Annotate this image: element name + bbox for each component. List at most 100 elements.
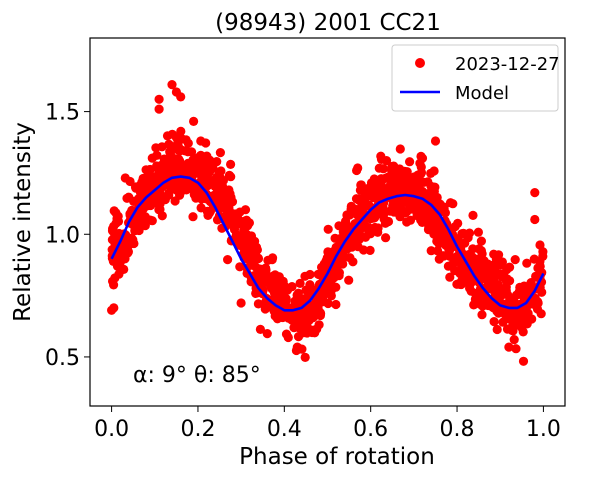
scatter-point bbox=[430, 136, 441, 146]
scatter-point bbox=[489, 317, 499, 327]
scatter-point bbox=[497, 290, 507, 300]
scatter-point bbox=[177, 162, 187, 172]
scatter-point bbox=[187, 147, 197, 157]
scatter-point bbox=[189, 116, 199, 126]
scatter-point bbox=[376, 151, 386, 161]
x-axis-label: Phase of rotation bbox=[239, 444, 435, 470]
scatter-point bbox=[117, 252, 127, 262]
scatter-point bbox=[308, 325, 318, 335]
scatter-point bbox=[374, 163, 384, 173]
scatter-point bbox=[202, 151, 212, 161]
scatter-point bbox=[108, 224, 118, 234]
scatter-point bbox=[190, 154, 200, 164]
scatter-point bbox=[405, 157, 415, 167]
scatter-point bbox=[305, 269, 315, 280]
scatter-point bbox=[432, 192, 442, 203]
scatter-point bbox=[504, 342, 514, 352]
x-tick-label: 0.2 bbox=[180, 417, 215, 442]
scatter-point bbox=[364, 183, 374, 193]
scatter-point bbox=[160, 164, 170, 174]
scatter-point bbox=[530, 188, 540, 198]
scatter-point bbox=[477, 310, 487, 320]
scatter-point bbox=[188, 163, 198, 173]
scatter-point bbox=[275, 284, 285, 294]
scatter-point bbox=[429, 182, 439, 192]
scatter-point bbox=[176, 126, 186, 136]
scatter-point bbox=[136, 180, 146, 190]
scatter-point bbox=[529, 254, 539, 264]
scatter-point bbox=[369, 174, 379, 184]
scatter-point bbox=[338, 259, 348, 269]
scatter-point bbox=[505, 262, 515, 272]
scatter-point bbox=[223, 255, 233, 265]
scatter-point bbox=[175, 146, 185, 156]
scatter-point bbox=[253, 299, 263, 309]
model-series bbox=[110, 175, 545, 312]
scatter-point bbox=[281, 329, 292, 339]
scatter-point bbox=[468, 210, 478, 220]
scatter-point bbox=[530, 214, 540, 225]
scatter-point bbox=[476, 236, 486, 246]
scatter-point bbox=[144, 174, 154, 184]
x-axis: 0.0 0.2 0.4 0.6 0.8 1.0 bbox=[94, 406, 561, 442]
scatter-point bbox=[392, 172, 402, 182]
y-tick-label: 1.5 bbox=[45, 101, 80, 126]
scatter-point bbox=[208, 163, 218, 173]
scatter-point bbox=[328, 247, 338, 257]
scatter-point bbox=[178, 177, 188, 187]
chart-title: (98943) 2001 CC21 bbox=[215, 10, 441, 36]
scatter-point bbox=[412, 211, 422, 221]
scatter-series bbox=[107, 80, 548, 366]
scatter-point bbox=[492, 324, 502, 335]
scatter-point bbox=[434, 239, 444, 249]
scatter-point bbox=[433, 246, 443, 256]
scatter-point bbox=[323, 298, 333, 309]
legend-label-model: Model bbox=[455, 83, 509, 104]
scatter-point bbox=[292, 290, 302, 300]
scatter-point bbox=[505, 276, 515, 286]
model-line bbox=[110, 175, 545, 312]
scatter-point bbox=[230, 216, 240, 226]
scatter-point bbox=[300, 352, 310, 362]
scatter-point bbox=[346, 204, 356, 214]
scatter-point bbox=[258, 277, 268, 287]
x-tick-label: 0.6 bbox=[353, 417, 388, 442]
scatter-point bbox=[201, 138, 211, 148]
scatter-point bbox=[465, 283, 475, 293]
scatter-point bbox=[199, 174, 209, 184]
scatter-point bbox=[356, 180, 366, 190]
scatter-point bbox=[478, 266, 488, 276]
scatter-point bbox=[268, 253, 278, 263]
scatter-point bbox=[146, 200, 156, 211]
scatter-point bbox=[345, 253, 355, 263]
scatter-point bbox=[533, 263, 543, 273]
scatter-point bbox=[379, 206, 389, 217]
scatter-point bbox=[400, 166, 410, 176]
scatter-point bbox=[402, 217, 412, 227]
scatter-point bbox=[157, 142, 167, 152]
legend-box bbox=[391, 44, 559, 112]
scatter-point bbox=[292, 314, 302, 324]
scatter-point bbox=[510, 255, 520, 265]
legend-label-scatter: 2023-12-27 bbox=[455, 54, 560, 75]
scatter-point bbox=[409, 172, 419, 182]
scatter-point bbox=[222, 208, 232, 218]
scatter-point bbox=[353, 163, 363, 173]
scatter-point bbox=[122, 245, 132, 255]
scatter-point bbox=[344, 222, 354, 232]
scatter-point bbox=[488, 302, 498, 313]
scatter-point bbox=[353, 194, 364, 204]
scatter-point bbox=[450, 222, 460, 232]
scatter-point bbox=[317, 262, 327, 272]
scatter-point bbox=[152, 161, 162, 171]
scatter-point bbox=[245, 239, 255, 249]
scatter-point bbox=[235, 262, 245, 272]
scatter-point bbox=[215, 148, 225, 158]
scatter-point bbox=[395, 199, 405, 209]
scatter-point bbox=[488, 260, 498, 270]
scatter-point bbox=[301, 319, 311, 329]
scatter-point bbox=[469, 300, 479, 310]
scatter-point bbox=[315, 308, 325, 318]
plot-frame bbox=[89, 37, 566, 407]
scatter-point bbox=[522, 258, 532, 268]
